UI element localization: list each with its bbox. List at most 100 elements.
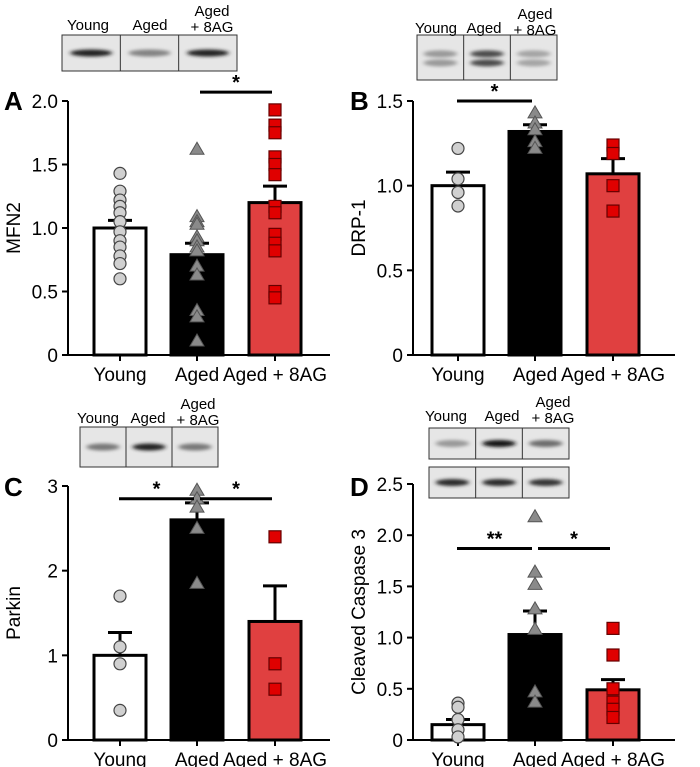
y-tick-label: 2.0 bbox=[32, 92, 58, 113]
blot-band bbox=[470, 59, 504, 67]
significance-label: * bbox=[491, 81, 499, 103]
y-axis-label: Cleaved Caspase 3 bbox=[349, 529, 370, 695]
data-point-circle bbox=[113, 640, 127, 654]
blot-band bbox=[128, 49, 171, 57]
data-point-square bbox=[606, 621, 620, 635]
blot-band bbox=[516, 59, 551, 67]
blot-label-young: Young bbox=[425, 408, 467, 425]
data-point-square bbox=[606, 682, 620, 696]
blot-band bbox=[186, 49, 229, 57]
y-tick-label: 1 bbox=[47, 646, 58, 667]
blot-label-aged-8ag-line2: + 8AG bbox=[191, 19, 234, 36]
y-tick-label: 1.5 bbox=[377, 92, 403, 113]
blot-label-aged: Aged bbox=[466, 20, 501, 37]
data-point-square bbox=[606, 204, 620, 218]
data-point-circle bbox=[451, 141, 465, 156]
y-tick-label: 1.0 bbox=[377, 177, 403, 198]
blot-label-young: Young bbox=[415, 20, 457, 37]
data-point-triangle bbox=[189, 499, 205, 513]
blot-label-young: Young bbox=[67, 17, 109, 34]
significance-label: * bbox=[232, 72, 240, 94]
x-tick-label: Young bbox=[431, 750, 484, 767]
bar-0 bbox=[430, 184, 486, 357]
data-point-square bbox=[268, 244, 282, 258]
blot-label-aged-8ag-line1: Aged bbox=[535, 394, 570, 411]
data-point-circle bbox=[451, 700, 465, 714]
data-point-triangle bbox=[527, 694, 543, 708]
blot-band bbox=[435, 479, 470, 486]
x-tick-label: Aged + 8AG bbox=[561, 365, 665, 386]
blot-label-aged: Aged bbox=[132, 17, 167, 34]
data-point-circle bbox=[113, 166, 127, 180]
data-point-square bbox=[268, 682, 282, 696]
data-point-square bbox=[268, 206, 282, 220]
y-tick-label: 3 bbox=[47, 477, 58, 498]
data-point-square bbox=[268, 657, 282, 671]
y-tick-label: 0.5 bbox=[32, 283, 58, 304]
blot-band bbox=[132, 443, 166, 451]
data-point-circle bbox=[113, 272, 127, 286]
panel-letter: D bbox=[350, 472, 369, 502]
data-point-triangle bbox=[189, 333, 205, 347]
x-tick-label: Aged bbox=[175, 365, 219, 386]
data-point-triangle bbox=[189, 575, 205, 589]
data-point-triangle bbox=[189, 520, 205, 534]
data-point-triangle bbox=[527, 600, 543, 615]
data-point-triangle bbox=[527, 564, 543, 578]
blot-label-aged-8ag-line1: Aged bbox=[517, 6, 552, 23]
data-point-square bbox=[606, 179, 620, 193]
data-point-square bbox=[606, 146, 620, 161]
data-point-square bbox=[606, 710, 620, 725]
western-blot bbox=[416, 34, 558, 81]
data-point-triangle bbox=[189, 141, 205, 155]
blot-band bbox=[528, 479, 563, 486]
data-point-circle bbox=[113, 657, 127, 671]
y-tick-label: 1.0 bbox=[377, 629, 403, 650]
y-tick-label: 0.5 bbox=[377, 680, 403, 701]
data-point-circle bbox=[113, 589, 127, 603]
y-tick-label: 0.5 bbox=[377, 261, 403, 282]
y-tick-label: 0 bbox=[47, 731, 58, 752]
blot-band bbox=[86, 443, 120, 451]
significance-label: * bbox=[153, 479, 161, 501]
y-axis-label: Parkin bbox=[4, 586, 25, 640]
significance-label: ** bbox=[487, 529, 503, 551]
x-tick-label: Aged + 8AG bbox=[223, 750, 327, 767]
y-tick-label: 1.5 bbox=[32, 156, 58, 177]
significance-label: * bbox=[570, 529, 578, 551]
data-point-square bbox=[268, 291, 282, 305]
panel-letter: B bbox=[350, 86, 369, 116]
blot-label-aged-8ag-line2: + 8AG bbox=[532, 410, 575, 427]
y-tick-label: 0 bbox=[392, 346, 403, 367]
blot-band bbox=[528, 440, 563, 447]
blot-band bbox=[482, 440, 516, 447]
blot-label-young: Young bbox=[77, 410, 119, 427]
data-point-triangle bbox=[527, 140, 543, 154]
y-axis-label: DRP-1 bbox=[349, 199, 370, 256]
data-point-triangle bbox=[189, 242, 205, 257]
x-tick-label: Aged + 8AG bbox=[561, 750, 665, 767]
x-tick-label: Aged bbox=[513, 750, 557, 767]
blot-band bbox=[516, 50, 551, 58]
data-point-circle bbox=[451, 730, 465, 744]
data-point-circle bbox=[451, 185, 465, 200]
bar-2 bbox=[247, 201, 303, 357]
blot-band bbox=[482, 479, 516, 486]
data-point-square bbox=[268, 103, 282, 117]
data-point-square bbox=[606, 648, 620, 662]
blot-band bbox=[435, 440, 470, 447]
y-tick-label: 0 bbox=[392, 731, 403, 752]
x-tick-label: Aged bbox=[513, 365, 557, 386]
data-point-square bbox=[268, 168, 282, 182]
blot-band bbox=[470, 50, 504, 58]
y-tick-label: 2.0 bbox=[377, 526, 403, 547]
y-axis-label: MFN2 bbox=[4, 202, 25, 254]
y-tick-label: 2 bbox=[47, 562, 58, 583]
blot-label-aged-8ag-line2: + 8AG bbox=[177, 412, 220, 429]
blot-band bbox=[70, 49, 113, 57]
x-tick-label: Young bbox=[93, 365, 146, 386]
data-point-circle bbox=[451, 172, 465, 186]
